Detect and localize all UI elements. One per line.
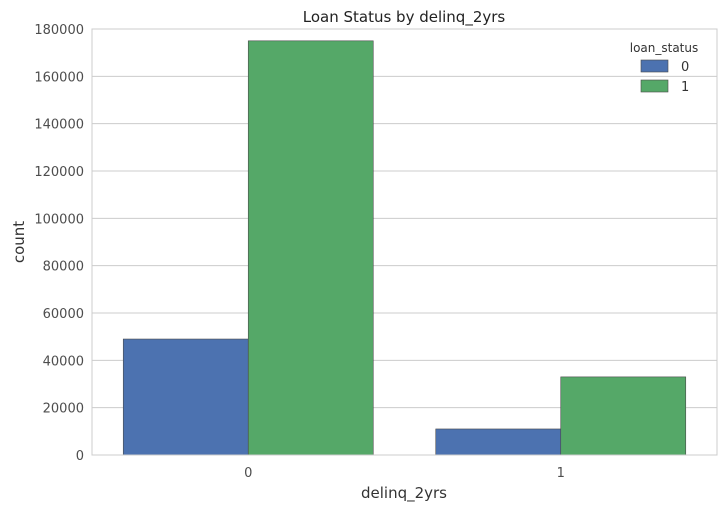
bar-status-0-delinq-0 bbox=[122, 338, 249, 456]
y-tick-label: 180000 bbox=[34, 23, 84, 38]
y-axis-title: count bbox=[10, 221, 28, 263]
y-tick-label: 120000 bbox=[34, 165, 84, 180]
y-tick-label: 0 bbox=[76, 449, 84, 464]
plot-frame bbox=[91, 28, 718, 456]
y-tick-label: 20000 bbox=[43, 402, 84, 417]
bar-status-1-delinq-1 bbox=[560, 376, 687, 456]
chart-title: Loan Status by delinq_2yrs bbox=[303, 8, 506, 27]
legend-swatch bbox=[640, 79, 669, 93]
y-tick-label: 100000 bbox=[34, 212, 84, 227]
bars bbox=[122, 40, 687, 456]
legend-swatch bbox=[640, 59, 669, 73]
legend-title: loan_status bbox=[630, 41, 699, 55]
x-tick-label: 0 bbox=[244, 466, 252, 481]
bar-status-1-delinq-0 bbox=[247, 40, 374, 456]
y-tick-labels: 0 20000 40000 60000 80000 100000 120000 140000 1… bbox=[34, 23, 84, 464]
y-tick-label: 160000 bbox=[34, 70, 84, 85]
legend: loan_status 0 1 bbox=[630, 41, 699, 95]
bar-status-0-delinq-1 bbox=[435, 428, 562, 456]
legend-label: 0 bbox=[681, 60, 689, 75]
y-tick-label: 40000 bbox=[43, 354, 84, 369]
x-tick-label: 1 bbox=[557, 466, 565, 481]
y-tick-label: 140000 bbox=[34, 118, 84, 133]
legend-label: 1 bbox=[681, 80, 689, 95]
y-tick-label: 80000 bbox=[43, 260, 84, 275]
y-tick-label: 60000 bbox=[43, 307, 84, 322]
x-axis-title: delinq_2yrs bbox=[361, 484, 447, 503]
